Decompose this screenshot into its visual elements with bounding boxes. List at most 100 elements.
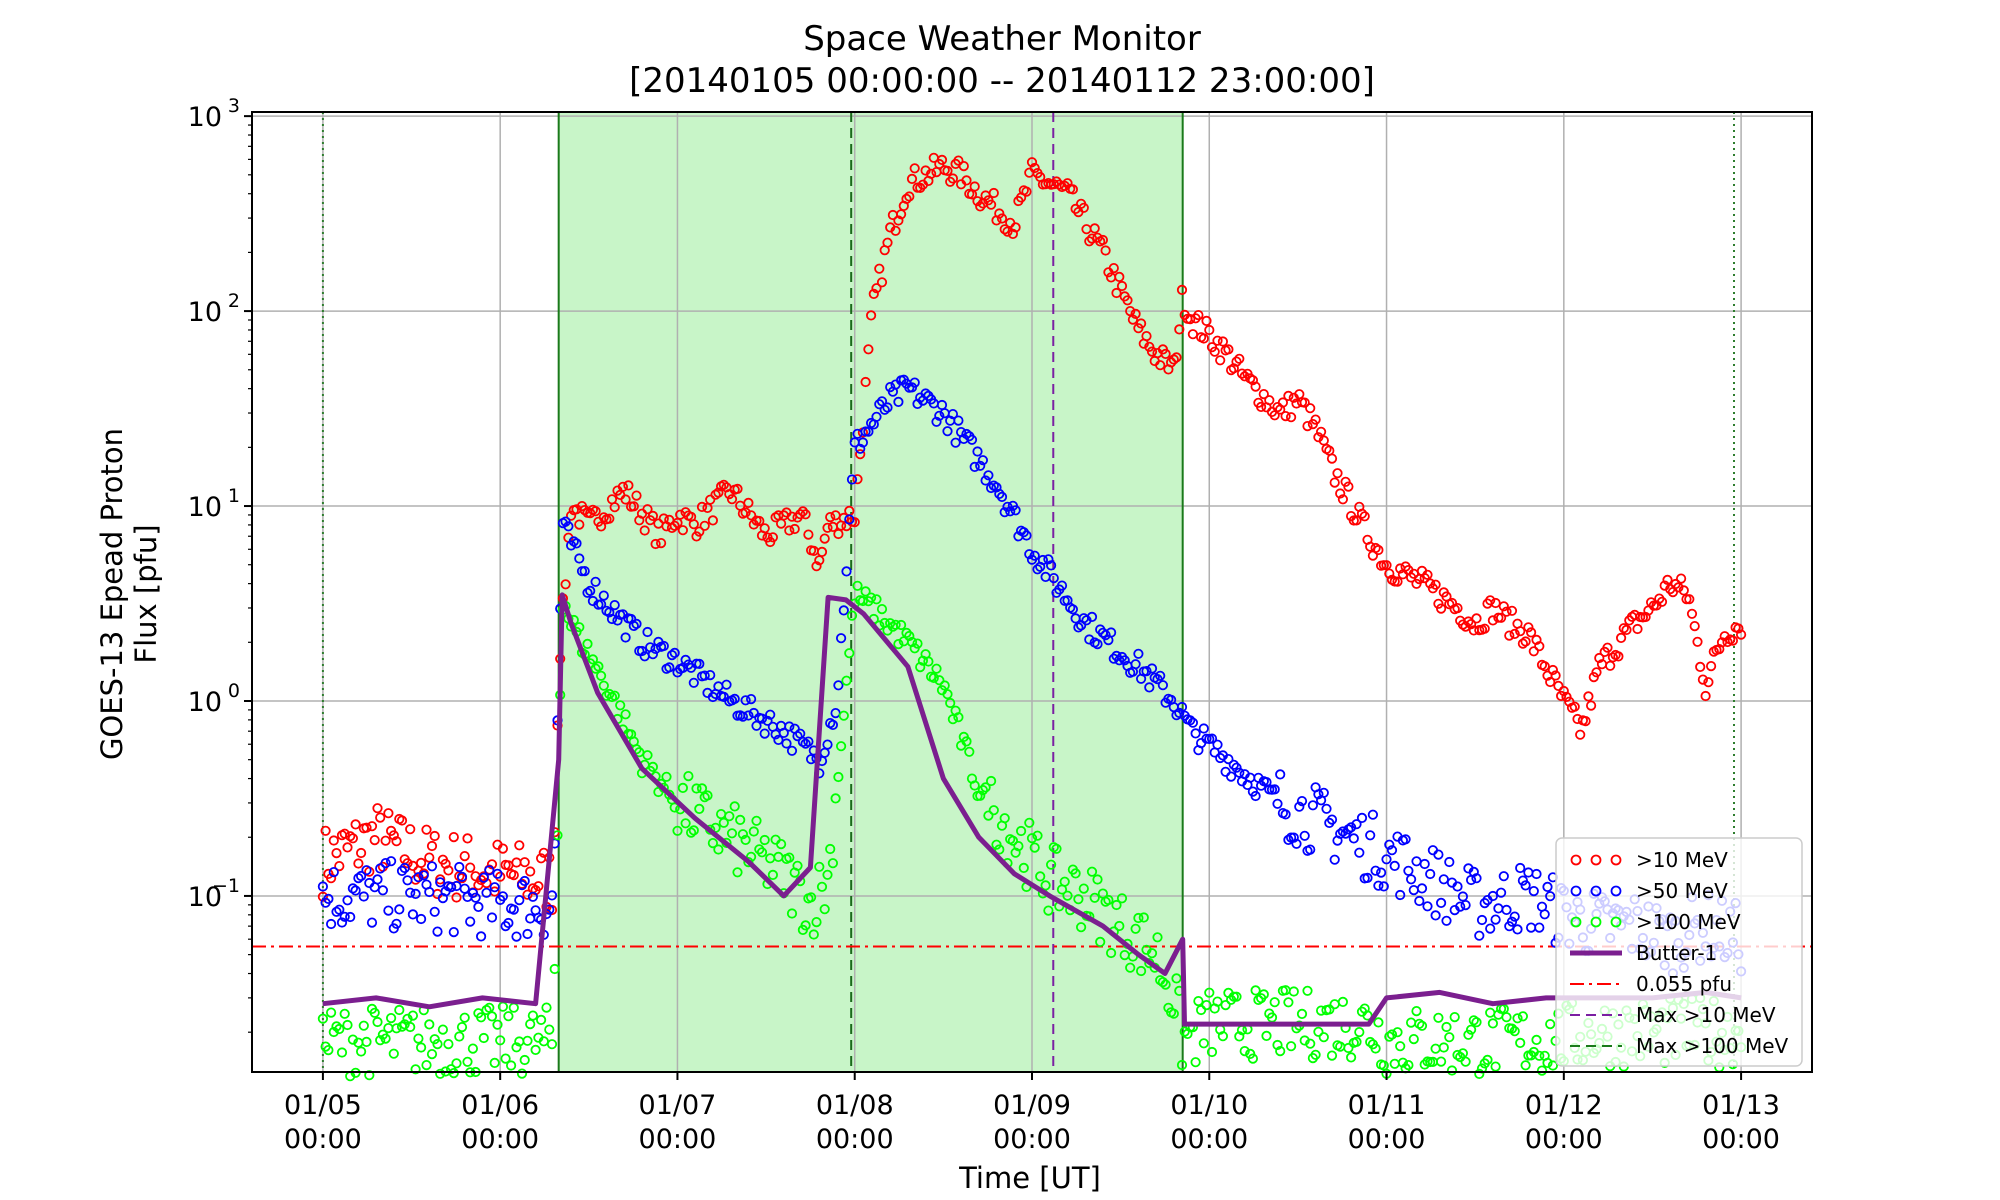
series-0-point [1146,346,1158,357]
series-1-point [1468,866,1479,878]
series-2-point [707,837,719,849]
series-2-point [860,586,871,597]
series-0-point [1545,676,1556,688]
series-2-point [685,827,697,838]
series-1-point [432,926,443,937]
series-1-point [647,649,659,660]
series-0-point [620,494,631,505]
series-0-point [1736,629,1747,640]
grid-lines [252,112,1812,1072]
series-0-point [347,833,358,844]
series-0-point [1116,280,1128,292]
legend-marker [1590,885,1602,897]
series-0-point [339,828,350,839]
series-1-point [1395,889,1406,901]
series-0-point [874,263,885,274]
series-2-point [1275,1046,1286,1057]
series-2-point [816,881,828,892]
series-0-point [350,819,361,830]
series-2-point [582,638,593,650]
series-0-point [647,510,659,522]
series-0-point [759,523,770,534]
series-2-point [961,736,972,747]
legend-label: >100 MeV [1636,910,1741,934]
series-0-point [996,213,1008,224]
series-0-point [1662,574,1673,586]
series-1-point [345,911,356,923]
series-0-point [617,481,629,492]
series-0-point [1084,236,1095,247]
series-0-point [451,892,462,903]
series-0-point [975,201,986,212]
series-1-point [1280,809,1291,820]
series-2-point [1070,868,1081,879]
series-1-point [1119,655,1130,666]
series-1-point [355,870,367,882]
series-0-point [1204,324,1215,336]
series-2-point [522,1035,533,1046]
series-2-point [1545,1018,1556,1030]
series-1-point [996,491,1008,502]
series-1-point [740,695,751,706]
series-0-point [1613,651,1624,662]
series-1-point [792,730,803,742]
series-0-point [1277,397,1289,408]
series-2-point [1474,1068,1485,1080]
series-0-point [317,891,328,902]
series-1-point [1155,670,1166,681]
series-1-point [484,865,495,876]
series-1-point [407,909,418,920]
series-1-point [454,861,465,873]
y-tick-label-4: 10 [188,102,222,133]
series-2-point [1438,1042,1449,1053]
series-0-point [655,537,667,549]
series-1-point [1509,911,1520,922]
series-2-point [975,790,986,801]
series-0-point [1051,176,1062,187]
series-2-point [939,680,950,691]
series-1-point [846,474,858,485]
series-0-point [1316,426,1327,437]
series-0-point [1534,641,1545,652]
series-2-point [1326,1050,1338,1061]
series-2-point [1286,1041,1297,1052]
series-0-point [1591,667,1602,678]
series-1-point [1343,824,1354,835]
series-1-point [942,426,953,437]
series-0-point [1247,375,1259,386]
series-0-point [642,504,653,515]
series-1-point [1133,648,1144,659]
series-2-point [615,700,626,711]
series-1-point [879,404,890,415]
series-2-point [1029,842,1040,853]
series-0-point [1335,488,1346,499]
series-2-point [355,1046,367,1057]
series-2-point [495,1035,506,1046]
series-1-point [497,891,508,902]
series-2-point [462,1056,473,1067]
series-1-point [1490,914,1501,925]
series-0-point [1553,680,1564,692]
series-0-point [1556,690,1567,702]
series-0-point [1351,515,1362,526]
series-1-point [1384,839,1395,850]
series-0-point [1329,477,1340,488]
legend: >10 MeV >50 MeV >100 MeV Butter-1 0.055 pfu M… [1555,837,1803,1067]
series-2-point [688,825,699,836]
series-2-point [383,1022,394,1034]
series-0-point [1223,344,1234,355]
series-0-point [1337,494,1349,505]
series-1-point [590,576,601,587]
series-0-point [707,515,719,526]
series-0-point [988,187,999,199]
legend-entry-4: 0.055 pfu [1570,972,1732,996]
series-2-point [833,771,844,783]
series-1-point [435,877,446,888]
series-1-point [595,599,607,610]
series-0-point [1436,603,1447,614]
series-2-point [478,1032,489,1044]
series-0-point [713,487,724,498]
series-0-point [1509,628,1520,640]
series-2-point [443,1039,454,1050]
series-0-point [388,830,399,841]
